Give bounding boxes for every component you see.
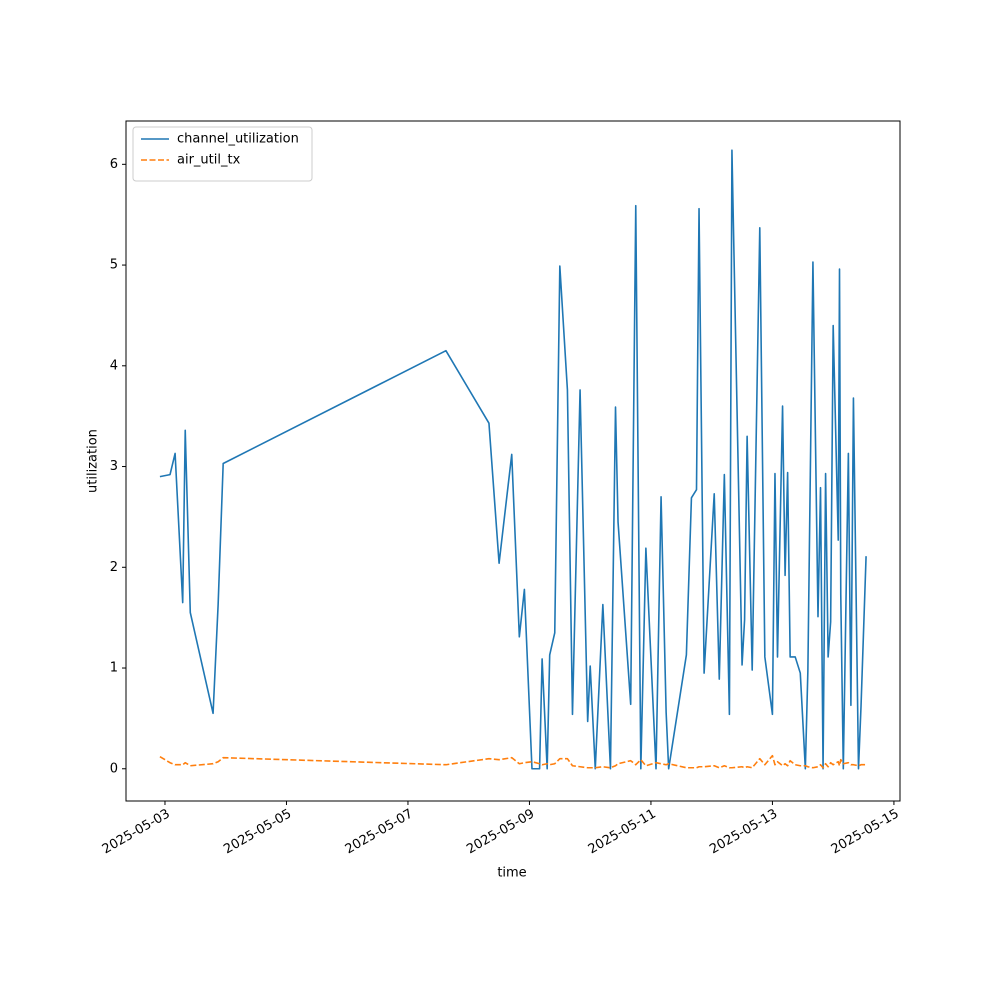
series-line <box>159 149 867 770</box>
legend-box <box>132 126 313 182</box>
y-tick-label: 0 <box>110 761 118 776</box>
y-tick-label: 3 <box>110 459 118 474</box>
y-tick-label: 1 <box>110 661 118 676</box>
legend-label: air_util_tx <box>177 153 241 168</box>
plot-frame <box>125 120 901 802</box>
y-tick-label: 5 <box>110 258 118 273</box>
legend-label: channel_utilization <box>177 132 299 147</box>
y-tick-label: 4 <box>110 358 118 373</box>
series-line <box>159 754 867 769</box>
y-tick-label: 6 <box>110 157 118 172</box>
y-tick-label: 2 <box>110 560 118 575</box>
y-axis-label: utilization <box>86 429 101 493</box>
x-axis-label: time <box>497 866 526 881</box>
